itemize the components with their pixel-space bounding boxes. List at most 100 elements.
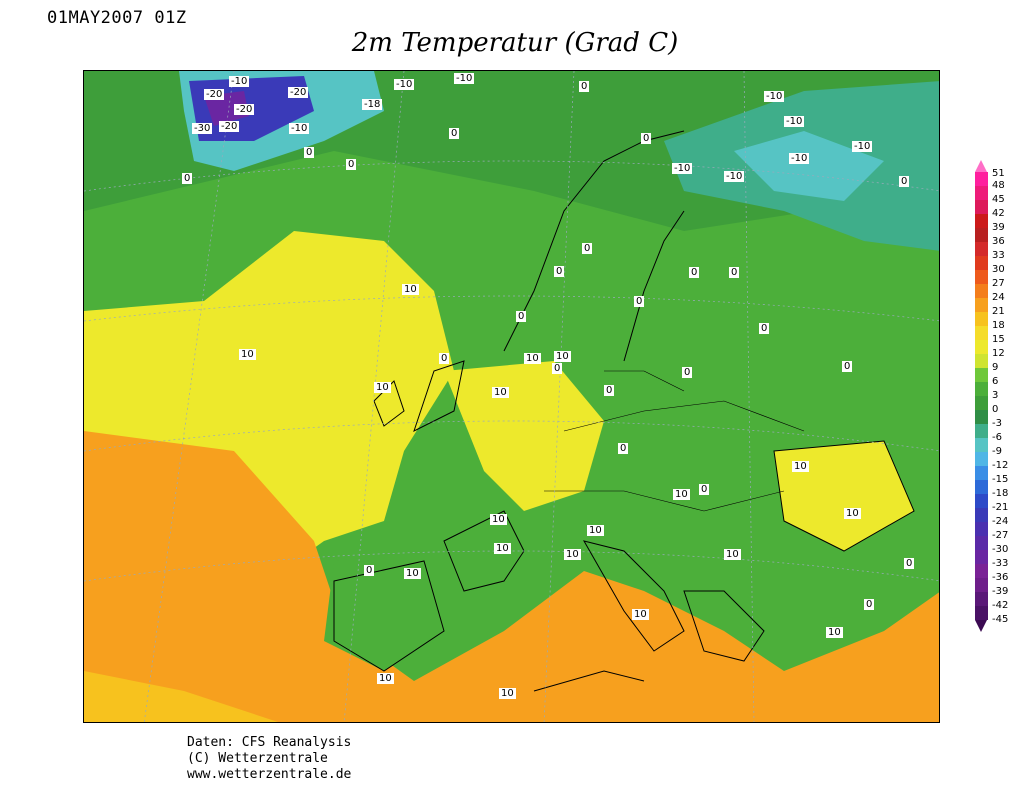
legend-tick-label: 36: [992, 236, 1005, 247]
legend-tick-label: 21: [992, 306, 1005, 317]
contour-label: 0: [346, 159, 357, 170]
legend-tick-label: -33: [992, 558, 1009, 569]
contour-label: 0: [759, 323, 770, 334]
datetime-label: 01MAY2007 01Z: [47, 8, 187, 28]
legend-tick-label: 6: [992, 376, 999, 387]
legend-tick-label: -27: [992, 530, 1009, 541]
credits-data-source: Daten: CFS Reanalysis: [187, 735, 352, 750]
contour-label: 10: [494, 543, 511, 554]
legend-swatch: [975, 466, 988, 480]
iberia-zone: [324, 551, 444, 671]
legend-tick-label: 33: [992, 250, 1005, 261]
legend-tick-label: -12: [992, 460, 1009, 471]
contour-label: -10: [852, 141, 873, 152]
map-canvas: [84, 71, 939, 722]
legend-swatch: [975, 536, 988, 550]
contour-label: 0: [364, 565, 375, 576]
contour-label: 10: [564, 549, 581, 560]
contour-label: -10: [289, 123, 310, 134]
contour-label: 0: [899, 176, 910, 187]
legend-swatch: [975, 424, 988, 438]
contour-label: 0: [516, 311, 527, 322]
contour-label: -10: [764, 91, 785, 102]
contour-label: 0: [634, 296, 645, 307]
legend-swatch: [975, 592, 988, 606]
contour-label: -20: [288, 87, 309, 98]
legend-tick-label: 15: [992, 334, 1005, 345]
legend-tick-label: 3: [992, 390, 999, 401]
contour-label: 10: [524, 353, 541, 364]
contour-label: 0: [618, 443, 629, 454]
legend-tick-label: -18: [992, 488, 1009, 499]
contour-label: 10: [724, 549, 741, 560]
contour-label: 0: [699, 484, 710, 495]
contour-label: -10: [672, 163, 693, 174]
legend-tick-label: 18: [992, 320, 1005, 331]
legend-tick-label: -42: [992, 600, 1009, 611]
contour-label: 0: [729, 267, 740, 278]
legend-swatch: [975, 508, 988, 522]
legend-tick-label: 48: [992, 180, 1005, 191]
contour-label: 10: [826, 627, 843, 638]
legend-swatch: [975, 480, 988, 494]
legend-tick-label: 39: [992, 222, 1005, 233]
credits-website: www.wetterzentrale.de: [187, 767, 352, 782]
contour-label: -30: [192, 123, 213, 134]
russia-cold-zone: [734, 131, 884, 201]
legend-tick-label: -45: [992, 614, 1009, 625]
contour-label: -10: [454, 73, 475, 84]
contour-label: -10: [394, 79, 415, 90]
legend-tick-label: -39: [992, 586, 1009, 597]
contour-label: 0: [304, 147, 315, 158]
legend-swatch: [975, 396, 988, 410]
contour-label: -20: [234, 104, 255, 115]
legend-swatch: [975, 256, 988, 270]
legend-tick-label: 45: [992, 194, 1005, 205]
legend-swatch: [975, 200, 988, 214]
contour-label: 0: [682, 367, 693, 378]
legend-swatch: [975, 550, 988, 564]
contour-label: 0: [579, 81, 590, 92]
legend-swatch: [975, 312, 988, 326]
contour-label: 0: [182, 173, 193, 184]
contour-label: 0: [439, 353, 450, 364]
color-legend: 51 48 45 42 39 36 33 30 27 24 21 18 15 12 9 6 3 0 -3 -6 -9 -1…: [972, 160, 1024, 640]
contour-label: 10: [374, 382, 391, 393]
credits-copyright: (C) Wetterzentrale: [187, 751, 328, 766]
legend-tick-label: 27: [992, 278, 1005, 289]
graticule: [84, 71, 939, 722]
legend-swatch: [975, 228, 988, 242]
legend-tick-label: 0: [992, 404, 999, 415]
legend-swatch: [975, 606, 988, 620]
legend-tick-label: 12: [992, 348, 1005, 359]
legend-swatch: [975, 214, 988, 228]
contour-label: 0: [554, 266, 565, 277]
contour-label: -20: [219, 121, 240, 132]
contour-label: 10: [492, 387, 509, 398]
contour-label: 10: [490, 514, 507, 525]
legend-tick-label: 42: [992, 208, 1005, 219]
legend-tick-label: -15: [992, 474, 1009, 485]
legend-tick-label: 30: [992, 264, 1005, 275]
contour-label: -10: [784, 116, 805, 127]
legend-swatch: [975, 186, 988, 200]
legend-top-arrow: [975, 160, 987, 172]
legend-swatch: [975, 368, 988, 382]
legend-swatch: [975, 410, 988, 424]
legend-tick-label: 51: [992, 168, 1005, 179]
legend-tick-label: -21: [992, 502, 1009, 513]
credits: Daten: CFS Reanalysis (C) Wetterzentrale…: [187, 735, 351, 783]
contour-label: 10: [673, 489, 690, 500]
legend-tick-label: 24: [992, 292, 1005, 303]
country-borders: [544, 370, 805, 512]
legend-swatch: [975, 270, 988, 284]
contour-label: 10: [499, 688, 516, 699]
contour-label: 10: [402, 284, 419, 295]
legend-swatch: [975, 578, 988, 592]
contour-label: 0: [449, 128, 460, 139]
contour-label: -10: [229, 76, 250, 87]
legend-swatch: [975, 382, 988, 396]
contour-label: 0: [904, 558, 915, 569]
contour-label: -10: [789, 153, 810, 164]
legend-tick-label: 9: [992, 362, 999, 373]
